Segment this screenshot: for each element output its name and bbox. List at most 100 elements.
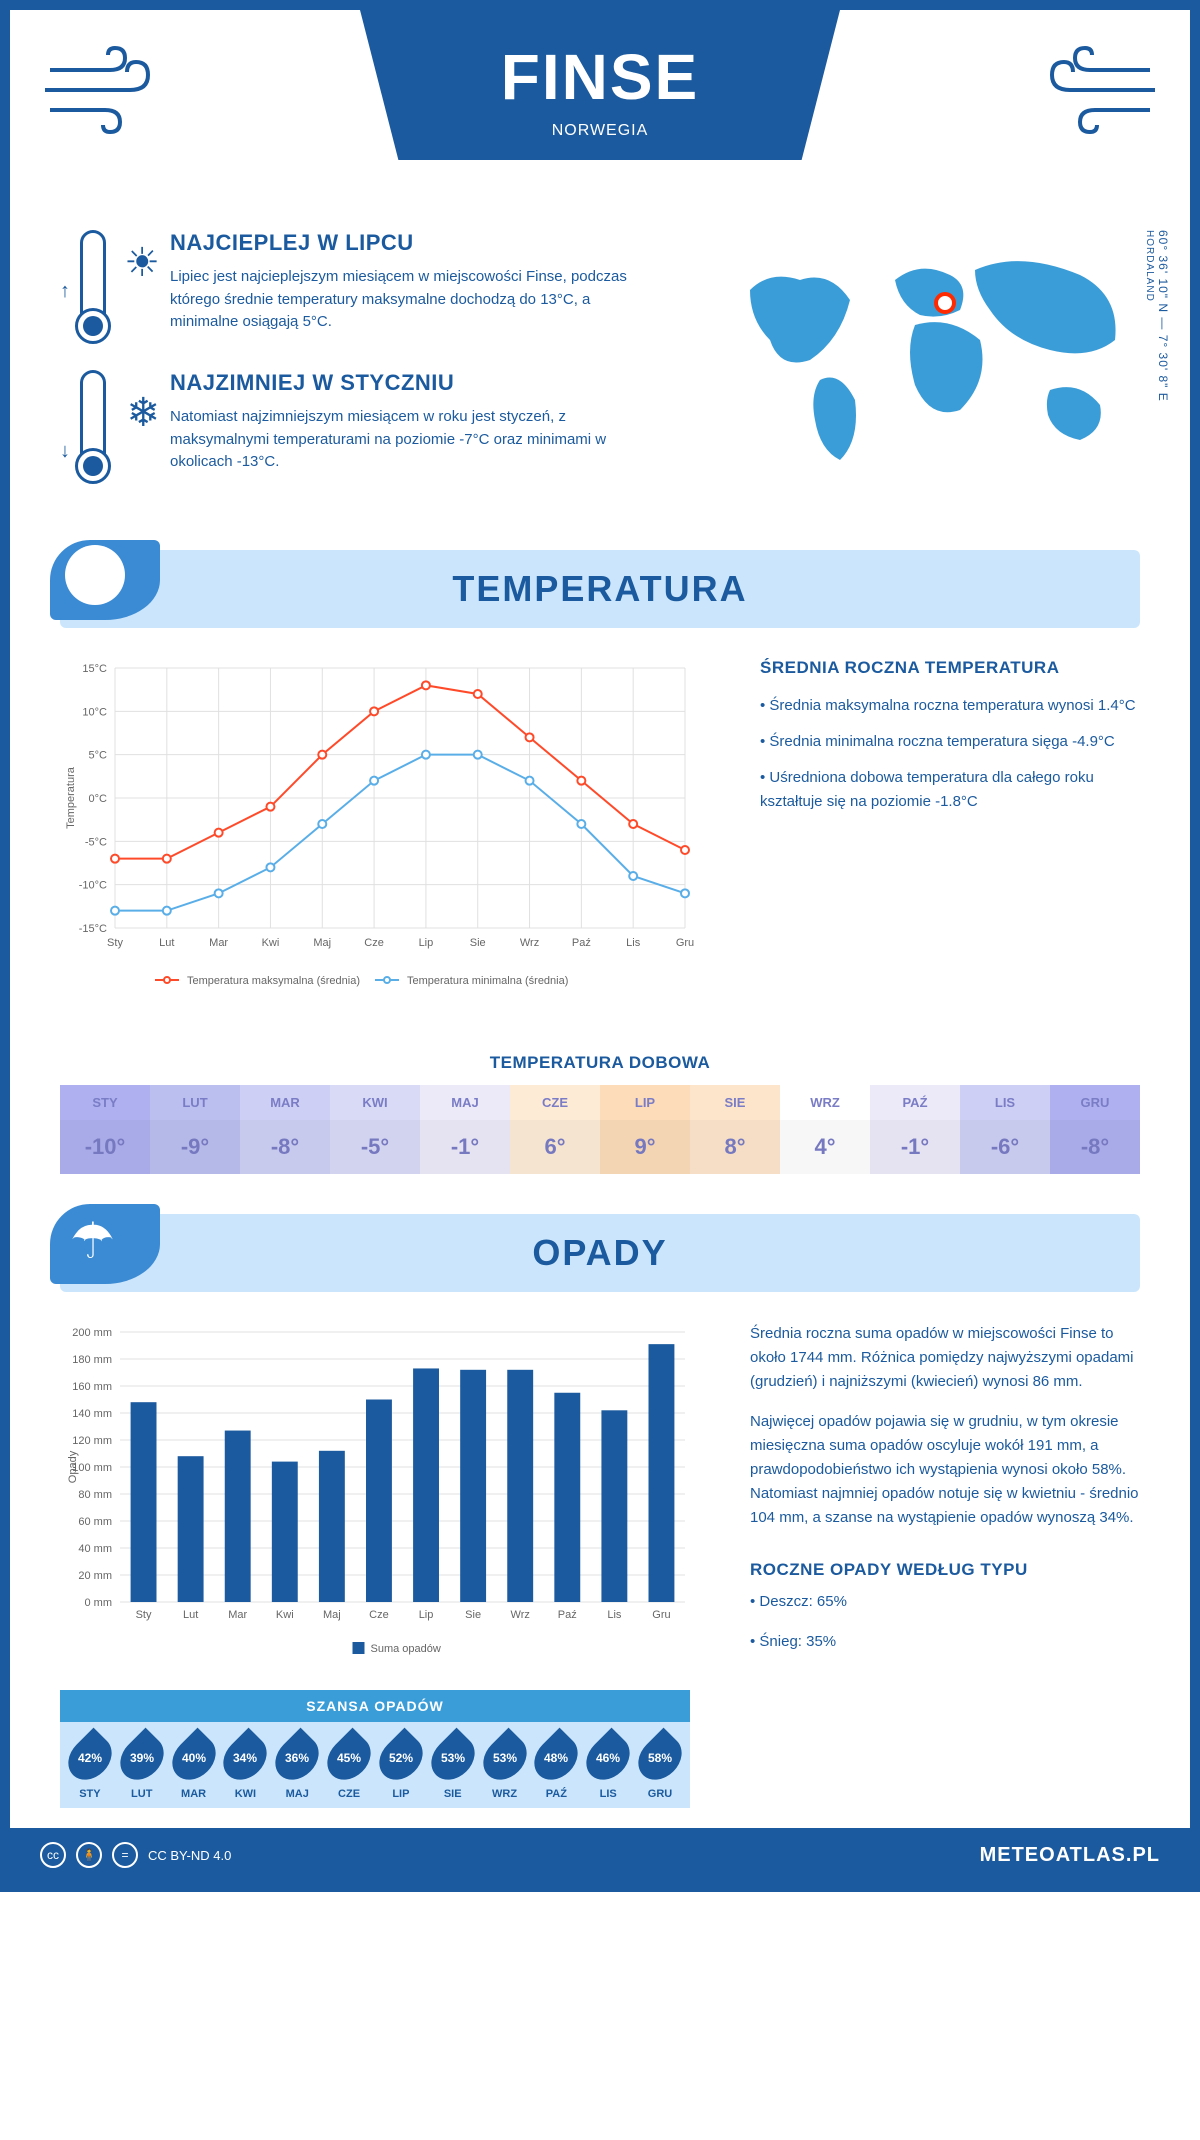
raindrop-icon: 58%: [630, 1728, 691, 1789]
svg-text:140 mm: 140 mm: [72, 1408, 112, 1420]
svg-text:Temperatura: Temperatura: [65, 766, 77, 829]
temp-stat-item: • Średnia maksymalna roczna temperatura …: [760, 694, 1140, 718]
thermometer-cold-icon: ❄ ↓: [60, 370, 150, 480]
svg-text:Lut: Lut: [159, 937, 174, 949]
chance-cell: 39%LUT: [116, 1734, 168, 1800]
svg-text:Paź: Paź: [558, 1609, 577, 1621]
sun-icon: [50, 540, 160, 620]
svg-text:40 mm: 40 mm: [78, 1543, 112, 1555]
daily-cell: LUT-9°: [150, 1085, 240, 1174]
svg-text:-10°C: -10°C: [79, 880, 107, 892]
temperature-section-header: TEMPERATURA: [60, 550, 1140, 628]
svg-text:0°C: 0°C: [89, 793, 108, 805]
temp-stat-item: • Uśredniona dobowa temperatura dla całe…: [760, 766, 1140, 814]
hottest-block: ☀ ↑ NAJCIEPLEJ W LIPCU Lipiec jest najci…: [60, 230, 660, 340]
chance-cell: 40%MAR: [168, 1734, 220, 1800]
daily-cell: GRU-8°: [1050, 1085, 1140, 1174]
coldest-block: ❄ ↓ NAJZIMNIEJ W STYCZNIU Natomiast najz…: [60, 370, 660, 480]
temperature-line-chart: -15°C-10°C-5°C0°C5°C10°C15°CStyLutMarKwi…: [60, 658, 720, 1003]
precip-paragraph: Najwięcej opadów pojawia się w grudniu, …: [750, 1410, 1140, 1530]
svg-text:20 mm: 20 mm: [78, 1570, 112, 1582]
coldest-title: NAJZIMNIEJ W STYCZNIU: [170, 370, 660, 396]
svg-text:Lip: Lip: [419, 937, 434, 949]
header: FINSE NORWEGIA: [10, 10, 1190, 210]
daily-cell: KWI-5°: [330, 1085, 420, 1174]
daily-cell: CZE6°: [510, 1085, 600, 1174]
svg-text:Gru: Gru: [652, 1609, 670, 1621]
svg-text:Lis: Lis: [607, 1609, 622, 1621]
precip-type-item: • Śnieg: 35%: [750, 1630, 1140, 1654]
svg-text:Kwi: Kwi: [262, 937, 280, 949]
hottest-title: NAJCIEPLEJ W LIPCU: [170, 230, 660, 256]
svg-text:10°C: 10°C: [82, 706, 107, 718]
svg-text:Sie: Sie: [470, 937, 486, 949]
chance-cell: 53%SIE: [427, 1734, 479, 1800]
world-map: 60° 36' 10" N — 7° 30' 8" EHORDALAND: [720, 230, 1140, 510]
svg-text:Sie: Sie: [465, 1609, 481, 1621]
svg-text:Opady: Opady: [67, 1450, 79, 1483]
coldest-body: Natomiast najzimniejszym miesiącem w rok…: [170, 406, 660, 474]
svg-text:60 mm: 60 mm: [78, 1516, 112, 1528]
footer: cc 🧍 = CC BY-ND 4.0 METEOATLAS.PL: [10, 1828, 1190, 1882]
svg-text:Mar: Mar: [209, 937, 228, 949]
temperature-stats: ŚREDNIA ROCZNA TEMPERATURA • Średnia mak…: [760, 658, 1140, 1003]
precipitation-text: Średnia roczna suma opadów w miejscowośc…: [750, 1322, 1140, 1670]
by-icon: 🧍: [76, 1842, 102, 1868]
title-banner: FINSE NORWEGIA: [360, 10, 840, 160]
wind-icon-right: [1040, 40, 1160, 156]
world-map-svg: [720, 230, 1140, 490]
chance-cell: 48%PAŹ: [530, 1734, 582, 1800]
svg-text:-15°C: -15°C: [79, 923, 107, 935]
thermometer-hot-icon: ☀ ↑: [60, 230, 150, 340]
svg-text:200 mm: 200 mm: [72, 1327, 112, 1339]
chance-cell: 52%LIP: [375, 1734, 427, 1800]
svg-text:Gru: Gru: [676, 937, 694, 949]
wind-icon-left: [40, 40, 160, 156]
chance-cell: 36%MAJ: [271, 1734, 323, 1800]
precipitation-chance-box: SZANSA OPADÓW 42%STY39%LUT40%MAR34%KWI36…: [60, 1690, 690, 1808]
raindrop-icon: 34%: [215, 1728, 276, 1789]
chance-cell: 34%KWI: [219, 1734, 271, 1800]
svg-text:Cze: Cze: [369, 1609, 389, 1621]
svg-text:5°C: 5°C: [89, 750, 108, 762]
raindrop-icon: 52%: [370, 1728, 431, 1789]
svg-text:Lis: Lis: [626, 937, 641, 949]
svg-text:Maj: Maj: [323, 1609, 341, 1621]
svg-text:Sty: Sty: [136, 1609, 152, 1621]
svg-text:160 mm: 160 mm: [72, 1381, 112, 1393]
chance-cell: 42%STY: [64, 1734, 116, 1800]
raindrop-icon: 36%: [267, 1728, 328, 1789]
svg-text:80 mm: 80 mm: [78, 1489, 112, 1501]
coordinates-label: 60° 36' 10" N — 7° 30' 8" EHORDALAND: [1142, 230, 1170, 402]
svg-text:Temperatura minimalna (średnia: Temperatura minimalna (średnia): [407, 975, 568, 987]
svg-text:Sty: Sty: [107, 937, 123, 949]
svg-text:120 mm: 120 mm: [72, 1435, 112, 1447]
svg-text:Temperatura maksymalna (średni: Temperatura maksymalna (średnia): [187, 975, 360, 987]
site-name: METEOATLAS.PL: [980, 1844, 1160, 1867]
daily-temp-title: TEMPERATURA DOBOWA: [10, 1053, 1190, 1073]
daily-cell: STY-10°: [60, 1085, 150, 1174]
daily-temp-table: STY-10°LUT-9°MAR-8°KWI-5°MAJ-1°CZE6°LIP9…: [60, 1085, 1140, 1174]
svg-text:Wrz: Wrz: [520, 937, 539, 949]
cc-icon: cc: [40, 1842, 66, 1868]
location-title: FINSE: [360, 40, 840, 114]
svg-text:0 mm: 0 mm: [85, 1597, 113, 1609]
raindrop-icon: 48%: [526, 1728, 587, 1789]
svg-text:Mar: Mar: [228, 1609, 247, 1621]
svg-text:Lut: Lut: [183, 1609, 198, 1621]
raindrop-icon: 53%: [422, 1728, 483, 1789]
daily-cell: MAJ-1°: [420, 1085, 510, 1174]
nd-icon: =: [112, 1842, 138, 1868]
svg-text:180 mm: 180 mm: [72, 1354, 112, 1366]
svg-text:Wrz: Wrz: [511, 1609, 530, 1621]
chance-cell: 46%LIS: [582, 1734, 634, 1800]
chance-cell: 53%WRZ: [479, 1734, 531, 1800]
daily-cell: LIP9°: [600, 1085, 690, 1174]
precipitation-section-header: ☂ OPADY: [60, 1214, 1140, 1292]
raindrop-icon: 39%: [111, 1728, 172, 1789]
precip-type-title: ROCZNE OPADY WEDŁUG TYPU: [750, 1560, 1140, 1580]
svg-text:Paź: Paź: [572, 937, 591, 949]
chance-cell: 45%CZE: [323, 1734, 375, 1800]
daily-cell: PAŹ-1°: [870, 1085, 960, 1174]
hottest-body: Lipiec jest najcieplejszym miesiącem w m…: [170, 266, 660, 334]
